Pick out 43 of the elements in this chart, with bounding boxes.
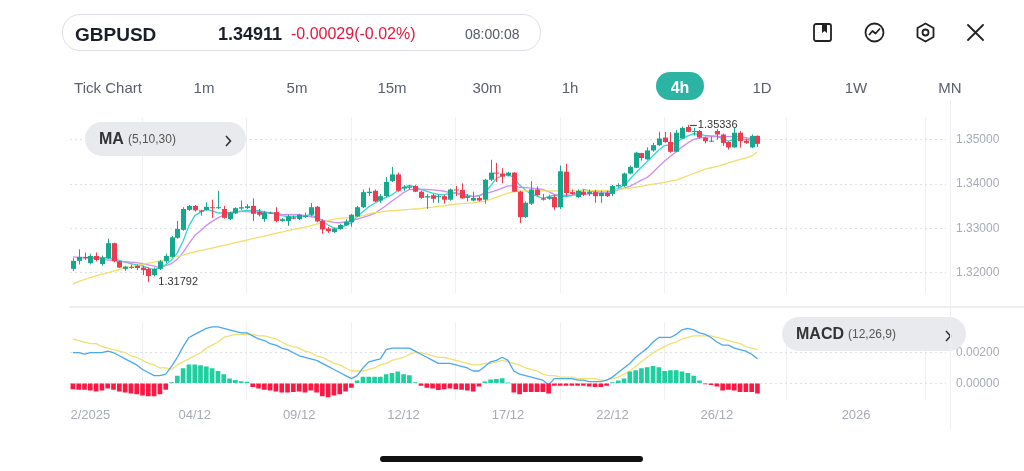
text: MN [938,79,962,96]
legend-title: MA (5,10,30) [99,130,176,148]
x-tick-label: 17/12 [491,407,525,423]
text: 30m [472,79,502,96]
candlestick [106,238,111,260]
candlestick [489,159,494,182]
x-tick-label: 22/12 [596,407,629,423]
legend-title: MACD (12,26,9) [796,325,897,343]
text: 4h [670,79,690,97]
candlestick [384,176,389,198]
y-tick-label: 1.32000 [956,265,1000,280]
candlestick [483,178,488,205]
text: 08:00:08 [465,26,520,42]
text: Tick Chart [74,79,142,96]
x-tick-label: 2026 [841,407,871,423]
candlestick [396,172,401,193]
text: 1D [752,79,772,96]
candlestick [494,162,499,183]
x-tick-label: 26/12 [700,407,734,423]
text: 1h [561,79,579,96]
text: GBPUSD [75,24,157,46]
x-tick-label: 2/2025 [70,407,111,423]
annotation: 1.31792 [158,275,199,288]
text: 15m [377,79,407,96]
candlestick [668,131,673,154]
x-tick-label: 09/12 [282,407,316,423]
candlestick [210,199,215,219]
y-tick-label: 1.33000 [956,220,1000,235]
text: 1.34911 [218,24,283,45]
text: -0.00029(-0.02%) [291,25,416,43]
text: 5m [286,79,308,96]
candlestick [732,127,737,149]
x-tick-label: 04/12 [178,407,211,423]
y-tick-label: 0.00000 [956,375,1000,390]
x-tick-label: 12/12 [387,407,420,423]
text: 1W [844,79,868,96]
y-tick-label: 1.35000 [956,132,1000,147]
annotation: 1.35336 [697,117,738,130]
candlestick [216,190,221,210]
candlestick [454,185,459,197]
y-tick-label: 1.34000 [956,176,1000,191]
indicator-label-pill: MA (5,10,30) [85,122,246,156]
text: 1m [193,79,215,96]
